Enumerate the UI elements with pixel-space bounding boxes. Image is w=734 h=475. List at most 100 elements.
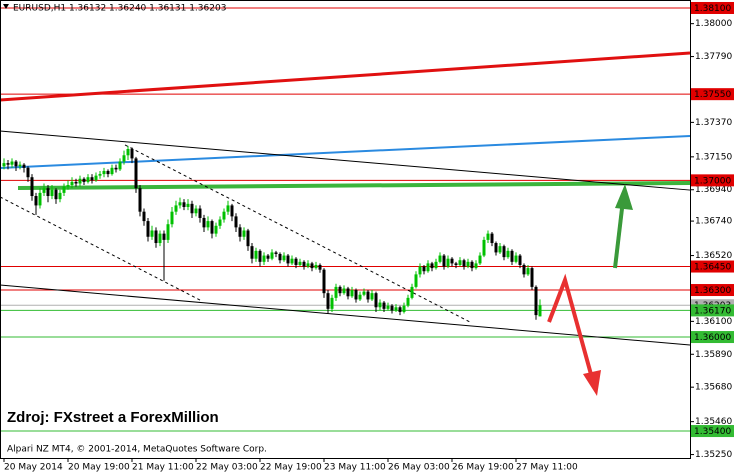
candle-body — [438, 255, 442, 262]
y-tick-label: 1.35680 — [695, 383, 732, 393]
candle-body — [70, 181, 74, 186]
candle-body — [94, 175, 98, 181]
level-label-box — [691, 1, 734, 14]
x-tick-label: 22 May 03:00 — [196, 463, 258, 473]
candle-body — [238, 227, 242, 237]
candle-body — [302, 261, 306, 267]
candle-body — [262, 255, 266, 262]
candle-body — [90, 177, 94, 181]
candle-body — [142, 211, 146, 222]
candle-body — [82, 178, 86, 182]
candle-body — [26, 167, 30, 178]
candle-body — [186, 203, 190, 207]
candle-body — [458, 260, 462, 265]
x-tick-label: 22 May 19:00 — [260, 463, 322, 473]
candle-body — [470, 261, 474, 269]
annotation: Zdroj: FXstreet a ForexMillion — [7, 409, 219, 426]
candle-body — [506, 250, 510, 258]
candle-body — [34, 196, 38, 206]
candle-body — [78, 178, 82, 184]
candle-body — [462, 260, 466, 267]
candle-body — [242, 230, 246, 237]
candle-body — [474, 263, 478, 269]
candle-body — [210, 221, 214, 234]
candle-body — [390, 305, 394, 311]
x-tick-label: 26 May 03:00 — [388, 463, 450, 473]
candle-body — [326, 293, 330, 309]
trend-line — [0, 196, 201, 301]
candle-body — [402, 305, 406, 312]
trend-line — [0, 51, 691, 102]
level-label: 1.38100 — [694, 4, 731, 14]
candle-body — [106, 170, 110, 175]
candle-body — [258, 250, 262, 262]
candle-body — [450, 258, 454, 264]
candle-body — [230, 205, 234, 217]
trend-line — [17, 181, 691, 191]
trend-line — [0, 130, 691, 191]
candle-body — [202, 217, 206, 228]
y-tick-label: 1.38000 — [695, 19, 732, 29]
candle-body — [414, 274, 418, 287]
x-tick-label: 20 May 2014 — [4, 463, 63, 473]
y-tick-label: 1.35460 — [695, 417, 732, 427]
y-tick-label: 1.36520 — [695, 251, 732, 261]
candle-body — [342, 288, 346, 294]
candle-body — [138, 188, 142, 212]
y-tick-label: 1.37370 — [695, 118, 732, 128]
y-tick-label: 1.37790 — [695, 52, 732, 62]
green-arrow — [613, 184, 633, 269]
candle-body — [410, 286, 414, 298]
candle-body — [86, 177, 90, 182]
x-tick-label: 23 May 11:00 — [324, 463, 386, 473]
candle-body — [254, 250, 258, 259]
candle-body — [526, 268, 530, 275]
x-tick-label: 27 May 11:00 — [516, 463, 578, 473]
y-tick-label: 1.37150 — [695, 152, 732, 162]
candle-body — [2, 163, 6, 167]
x-tick-label: 26 May 19:00 — [452, 463, 514, 473]
level-label: 1.37550 — [694, 90, 731, 100]
candle-body — [146, 221, 150, 237]
candle-body — [274, 252, 278, 254]
level-label: 1.36300 — [694, 286, 731, 296]
candle-body — [486, 233, 490, 240]
candle-body — [166, 224, 170, 240]
candle-body — [534, 286, 538, 316]
candle-body — [478, 255, 482, 264]
candle-body — [178, 202, 182, 206]
candle-body — [18, 164, 22, 167]
x-tick-label: 20 May 19:00 — [68, 463, 130, 473]
level-label: 1.36170 — [694, 306, 731, 316]
candle-body — [206, 221, 210, 228]
candle-body — [110, 167, 114, 175]
candle-body — [434, 261, 438, 269]
candle-body — [334, 286, 338, 298]
candle-body — [158, 233, 162, 244]
candle-body — [282, 255, 286, 261]
trend-line — [0, 284, 691, 346]
candle-body — [250, 246, 254, 259]
header: EURUSD,H1 1.36132 1.36240 1.36131 1.3620… — [13, 4, 226, 14]
symbol-icon — [3, 4, 9, 9]
candle-body — [58, 192, 62, 200]
candle-body — [522, 264, 526, 275]
candle-body — [322, 269, 326, 294]
candle-body — [154, 230, 158, 244]
candle-body — [222, 211, 226, 220]
candle-body — [330, 297, 334, 309]
trend-line — [0, 135, 691, 169]
candle-body — [270, 252, 274, 259]
candle-body — [46, 188, 50, 197]
level-label-box — [691, 425, 734, 438]
level-label-box — [691, 331, 734, 344]
candle-body — [194, 208, 198, 214]
candle-body — [454, 263, 458, 265]
candle-body — [482, 239, 486, 256]
candle-body — [38, 192, 42, 206]
y-tick-label: 1.36740 — [695, 217, 732, 227]
candle-body — [530, 268, 534, 287]
candle-body — [50, 189, 54, 197]
